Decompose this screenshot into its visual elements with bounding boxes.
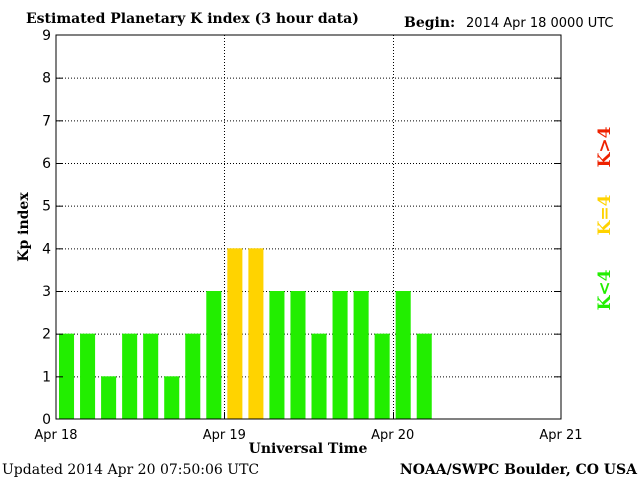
kp-bar bbox=[311, 333, 327, 419]
kp-bar bbox=[374, 333, 390, 419]
begin-label: Begin: bbox=[404, 15, 455, 31]
y-axis-ticks: 0 1 2 3 4 5 6 7 8 9 bbox=[42, 28, 561, 428]
kp-bar bbox=[332, 291, 348, 419]
y-tick-label: 4 bbox=[42, 241, 51, 257]
updated-timestamp: Updated 2014 Apr 20 07:50:06 UTC bbox=[2, 462, 259, 478]
y-tick-label: 9 bbox=[42, 28, 51, 44]
kp-bar bbox=[353, 291, 369, 419]
kp-bar bbox=[248, 248, 264, 419]
kp-bar bbox=[185, 333, 201, 419]
kp-bar bbox=[416, 333, 432, 419]
y-tick-label: 5 bbox=[42, 199, 51, 215]
y-tick-label: 0 bbox=[42, 412, 51, 428]
grid-lines bbox=[56, 35, 561, 419]
y-tick-label: 7 bbox=[42, 113, 51, 129]
kp-bar bbox=[395, 291, 411, 419]
x-tick-label: Apr 18 bbox=[34, 428, 77, 443]
kp-bar bbox=[164, 376, 180, 419]
y-tick-label: 6 bbox=[42, 156, 51, 172]
x-tick-label: Apr 21 bbox=[539, 428, 582, 443]
y-tick-label: 3 bbox=[42, 284, 51, 300]
y-axis-label: Kp index bbox=[16, 192, 32, 262]
kp-bar bbox=[80, 333, 96, 419]
begin-value: 2014 Apr 18 0000 UTC bbox=[466, 16, 614, 31]
y-tick-label: 8 bbox=[42, 71, 51, 87]
y-tick-label: 1 bbox=[42, 369, 51, 385]
kp-bar bbox=[206, 291, 222, 419]
x-tick-label: Apr 19 bbox=[203, 428, 246, 443]
x-axis-ticks: Apr 18 Apr 19 Apr 20 Apr 21 bbox=[34, 412, 583, 443]
chart-title: Estimated Planetary K index (3 hour data… bbox=[26, 11, 359, 27]
y-tick-label: 2 bbox=[42, 327, 51, 343]
x-axis-label: Universal Time bbox=[249, 441, 368, 457]
kp-bar bbox=[290, 291, 306, 419]
x-tick-label: Apr 20 bbox=[371, 428, 414, 443]
bars bbox=[59, 248, 432, 419]
kp-bar bbox=[122, 333, 138, 419]
kp-bar bbox=[101, 376, 117, 419]
credit-line: NOAA/SWPC Boulder, CO USA bbox=[400, 462, 638, 478]
legend-k-below-4: K<4 bbox=[595, 269, 615, 310]
kp-bar bbox=[227, 248, 243, 419]
plot-area-frame bbox=[55, 34, 562, 420]
legend-k-above-4: K>4 bbox=[595, 126, 615, 167]
kp-bar bbox=[59, 333, 75, 419]
kp-bar bbox=[143, 333, 159, 419]
legend-k-equal-4: K=4 bbox=[595, 194, 615, 235]
kp-bar bbox=[269, 291, 285, 419]
